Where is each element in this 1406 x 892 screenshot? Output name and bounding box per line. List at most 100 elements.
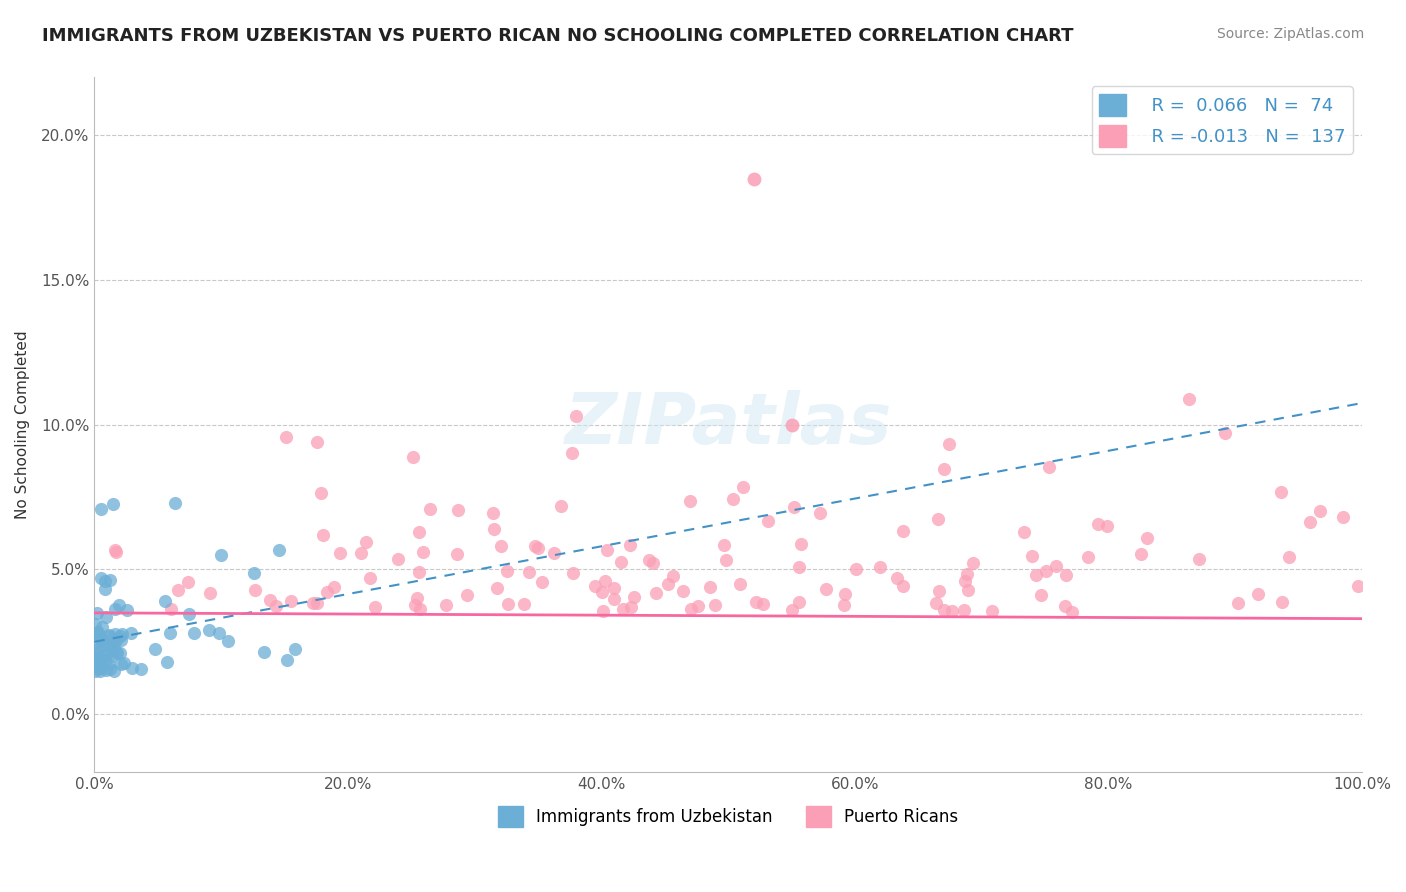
Point xyxy=(1045,558,1067,573)
Point xyxy=(1270,485,1292,500)
Point xyxy=(209,548,232,562)
Point xyxy=(1097,519,1119,533)
Point xyxy=(84,626,107,640)
Point xyxy=(681,602,703,616)
Point xyxy=(274,430,297,444)
Point xyxy=(87,642,110,657)
Point xyxy=(623,590,645,604)
Point xyxy=(699,581,721,595)
Point xyxy=(84,652,107,666)
Point xyxy=(434,598,457,612)
Point xyxy=(100,640,122,654)
Point xyxy=(686,599,709,613)
Point xyxy=(280,594,302,608)
Point xyxy=(1025,567,1047,582)
Point xyxy=(91,633,114,648)
Point xyxy=(112,656,135,670)
Point xyxy=(1247,587,1270,601)
Point xyxy=(83,664,105,678)
Point xyxy=(86,626,108,640)
Point xyxy=(565,409,588,423)
Point xyxy=(89,660,111,674)
Point xyxy=(176,574,198,589)
Point xyxy=(94,574,117,588)
Point xyxy=(217,634,239,648)
Point xyxy=(1188,552,1211,566)
Point xyxy=(98,573,121,587)
Point xyxy=(159,601,181,615)
Point xyxy=(644,585,666,599)
Point xyxy=(731,480,754,494)
Point xyxy=(90,501,112,516)
Point xyxy=(98,657,121,672)
Point xyxy=(153,593,176,607)
Point xyxy=(253,645,276,659)
Point xyxy=(105,633,128,648)
Point xyxy=(619,538,641,552)
Point xyxy=(259,592,281,607)
Point xyxy=(84,650,107,665)
Point xyxy=(264,599,287,613)
Point xyxy=(832,599,855,613)
Point xyxy=(583,579,606,593)
Point xyxy=(301,596,323,610)
Point xyxy=(962,556,984,570)
Point xyxy=(496,564,519,578)
Point xyxy=(96,647,118,661)
Point xyxy=(1054,568,1077,582)
Point xyxy=(782,603,804,617)
Point xyxy=(886,572,908,586)
Point xyxy=(89,630,111,644)
Point xyxy=(89,655,111,669)
Point xyxy=(110,647,132,661)
Point xyxy=(543,545,565,559)
Point xyxy=(752,597,775,611)
Point xyxy=(531,575,554,590)
Point xyxy=(561,566,583,580)
Point xyxy=(679,493,702,508)
Point xyxy=(980,604,1002,618)
Point xyxy=(1226,596,1249,610)
Point xyxy=(1021,549,1043,563)
Point xyxy=(1347,579,1369,593)
Point xyxy=(1077,550,1099,565)
Point xyxy=(869,559,891,574)
Point xyxy=(197,623,219,637)
Point xyxy=(1054,599,1077,614)
Point xyxy=(938,437,960,451)
Legend: Immigrants from Uzbekistan, Puerto Ricans: Immigrants from Uzbekistan, Puerto Rican… xyxy=(491,799,965,833)
Point xyxy=(94,610,117,624)
Point xyxy=(638,553,661,567)
Point xyxy=(108,629,131,643)
Point xyxy=(89,664,111,678)
Point xyxy=(721,492,744,507)
Point xyxy=(956,567,979,582)
Point xyxy=(110,657,132,672)
Point xyxy=(121,661,143,675)
Point xyxy=(307,596,329,610)
Point xyxy=(512,598,534,612)
Point xyxy=(716,553,738,567)
Point xyxy=(96,663,118,677)
Point xyxy=(103,637,125,651)
Point xyxy=(408,565,430,579)
Point xyxy=(94,582,117,596)
Point xyxy=(359,571,381,585)
Point xyxy=(1035,564,1057,578)
Point xyxy=(482,506,505,520)
Point xyxy=(110,633,132,648)
Point xyxy=(1278,549,1301,564)
Point xyxy=(156,655,179,669)
Point xyxy=(1029,589,1052,603)
Point xyxy=(489,539,512,553)
Point xyxy=(834,587,856,601)
Point xyxy=(120,625,142,640)
Point xyxy=(89,650,111,665)
Point xyxy=(808,506,831,520)
Point xyxy=(704,598,727,612)
Point xyxy=(603,592,626,607)
Point xyxy=(603,581,626,595)
Point xyxy=(86,625,108,640)
Point xyxy=(166,582,188,597)
Point xyxy=(1130,548,1153,562)
